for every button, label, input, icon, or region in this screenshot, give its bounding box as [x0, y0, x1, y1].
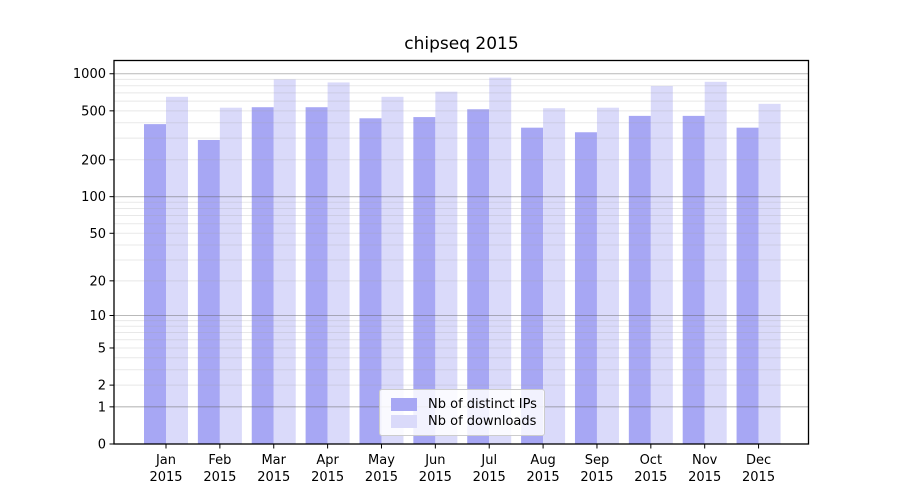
- y-tick-label: 0: [98, 438, 106, 453]
- y-tick-label: 20: [89, 274, 106, 289]
- x-tick-label-year: 2015: [311, 470, 344, 485]
- x-tick-label-year: 2015: [257, 470, 290, 485]
- y-tick-label: 10: [89, 309, 106, 324]
- x-tick-label-month: Sep: [585, 453, 610, 468]
- legend-swatch-downloads: [391, 414, 417, 428]
- bar: [543, 108, 566, 445]
- x-tick-label-month: May: [368, 453, 395, 468]
- x-tick-label-month: Jan: [155, 453, 176, 468]
- bar: [413, 117, 436, 444]
- bar: [736, 127, 759, 444]
- x-tick-label-year: 2015: [742, 470, 775, 485]
- x-tick-label-year: 2015: [688, 470, 721, 485]
- bar: [381, 96, 404, 444]
- legend-item-downloads: Nb of downloads: [391, 413, 544, 429]
- x-tick-label-month: Nov: [692, 453, 718, 468]
- x-tick-label-year: 2015: [527, 470, 560, 485]
- bar: [628, 115, 651, 445]
- bar: [305, 107, 328, 444]
- legend-label-downloads: Nb of downloads: [428, 413, 537, 429]
- bar: [521, 127, 544, 444]
- x-tick-label-month: Feb: [208, 453, 231, 468]
- y-tick-label: 50: [89, 227, 106, 242]
- bar: [574, 132, 597, 444]
- x-tick-label-month: Jul: [480, 453, 497, 468]
- x-axis-ticks: Jan 2015 Feb 2015 Mar 2015 Apr 2015 May 2015 Jun 20…: [149, 444, 775, 485]
- bar: [489, 77, 512, 445]
- x-tick-label-year: 2015: [365, 470, 398, 485]
- bars-downloads: [166, 77, 781, 445]
- x-tick-label-month: Oct: [640, 453, 662, 468]
- x-tick-label-month: Aug: [530, 453, 555, 468]
- bar: [467, 109, 490, 444]
- x-tick-label-year: 2015: [149, 470, 182, 485]
- y-tick-label: 500: [81, 104, 106, 119]
- x-tick-label-year: 2015: [634, 470, 667, 485]
- y-tick-label: 200: [81, 153, 106, 168]
- bar: [596, 107, 619, 445]
- x-tick-label-month: Mar: [261, 453, 286, 468]
- legend-swatch-distinct-ips: [391, 397, 417, 411]
- x-tick-label-year: 2015: [473, 470, 506, 485]
- x-tick-label-year: 2015: [203, 470, 236, 485]
- bar: [359, 118, 382, 445]
- bar: [166, 96, 188, 444]
- legend-label-distinct-ips: Nb of distinct IPs: [428, 396, 537, 412]
- x-tick-label-year: 2015: [580, 470, 613, 485]
- bar: [327, 82, 350, 445]
- bar: [682, 115, 705, 445]
- chart-title: chipseq 2015: [404, 34, 519, 54]
- x-tick-label-year: 2015: [419, 470, 452, 485]
- y-tick-label: 1: [98, 400, 106, 415]
- y-axis-ticks: 0 1 2 5 10 20 50 100 200 500 1000: [73, 67, 114, 453]
- bars-distinct-ips: [144, 107, 759, 445]
- y-tick-label: 5: [98, 341, 106, 356]
- legend-item-distinct-ips: Nb of distinct IPs: [391, 396, 544, 412]
- bar: [650, 86, 673, 444]
- y-tick-label: 1000: [73, 67, 106, 82]
- bar: [251, 107, 274, 444]
- bar: [273, 79, 296, 444]
- y-tick-label: 2: [98, 379, 106, 394]
- x-tick-label-month: Dec: [746, 453, 771, 468]
- bar: [197, 139, 220, 444]
- x-tick-label-month: Apr: [316, 453, 339, 468]
- bar: [219, 107, 242, 445]
- bar: [758, 103, 781, 444]
- bar: [435, 91, 458, 444]
- y-tick-label: 100: [81, 190, 106, 205]
- axis-frame: [113, 59, 810, 445]
- legend: Nb of distinct IPs Nb of downloads: [379, 389, 545, 436]
- bar: [704, 81, 727, 444]
- x-tick-label-month: Jun: [424, 453, 445, 468]
- bar: [144, 124, 166, 444]
- gridlines: [114, 73, 809, 408]
